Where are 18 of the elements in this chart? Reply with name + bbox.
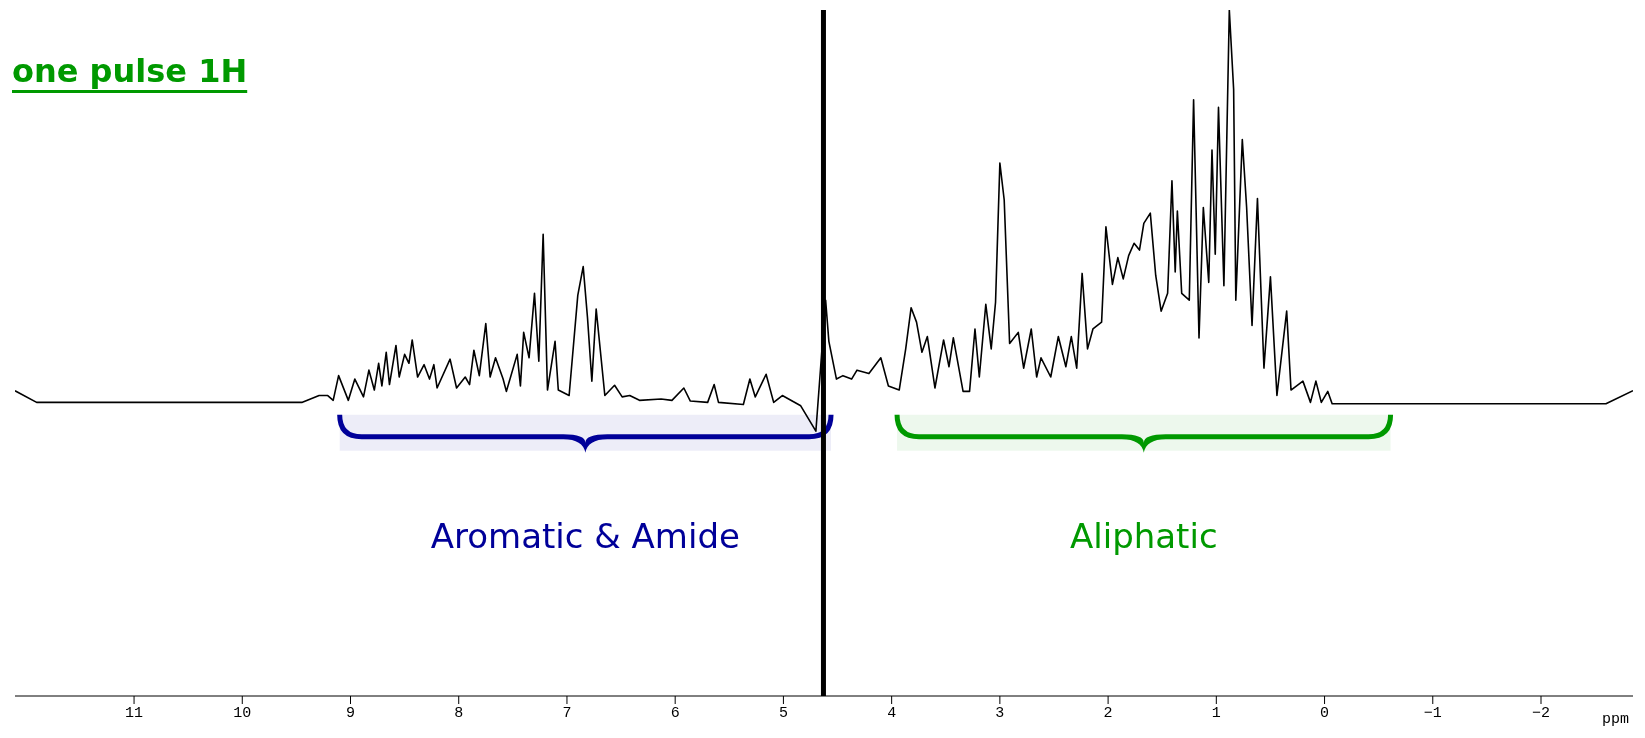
x-tick-label: 2: [1103, 704, 1113, 722]
x-axis-title: ppm: [1601, 711, 1629, 728]
x-tick-label: 11: [125, 704, 144, 722]
x-tick-label: 10: [233, 704, 252, 722]
band-label: Aliphatic: [1070, 515, 1218, 556]
x-tick-label: 7: [562, 704, 572, 722]
x-tick-label: 0: [1320, 704, 1330, 722]
x-tick-label: −1: [1423, 704, 1442, 722]
x-tick-label: 9: [346, 704, 356, 722]
x-tick-label: 6: [670, 704, 680, 722]
x-tick-label: 5: [778, 704, 788, 722]
x-tick-label: 8: [454, 704, 464, 722]
x-tick-label: 1: [1211, 704, 1221, 722]
x-tick-label: 4: [887, 704, 897, 722]
x-tick-label: −2: [1532, 704, 1551, 722]
text: one pulse 1H: [12, 52, 248, 90]
band-label: Aromatic & Amide: [430, 515, 740, 556]
x-tick-label: 3: [995, 704, 1005, 722]
